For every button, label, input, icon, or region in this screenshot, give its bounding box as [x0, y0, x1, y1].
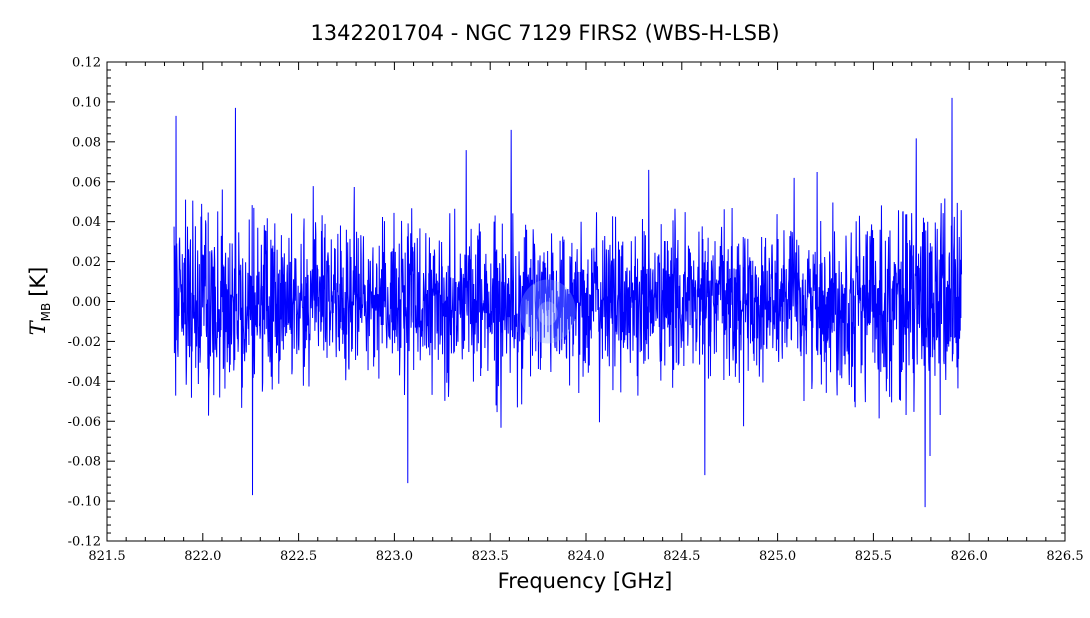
- x-tick-label: 823.0: [376, 549, 413, 564]
- y-tick-label: 0.02: [72, 255, 101, 270]
- spectrum-series: [173, 97, 963, 508]
- x-axis-label: Frequency [GHz]: [498, 569, 673, 593]
- x-tick-label: 825.0: [759, 549, 796, 564]
- x-tick-label: 823.5: [472, 549, 509, 564]
- plot-area: 821.5 822.0 822.5 823.0 823.5 824.0 824.5 825.0…: [68, 56, 1084, 565]
- y-axis-label-main: T: [26, 319, 50, 335]
- y-tick-label: 0.12: [72, 56, 101, 71]
- x-tick-label: 822.0: [184, 549, 221, 564]
- spectrum-line: [173, 97, 963, 508]
- x-tick-label: 824.5: [663, 549, 700, 564]
- y-tick-label: -0.08: [68, 455, 101, 470]
- herschel-watermark-icon: [519, 279, 576, 344]
- x-tick-label: 821.5: [88, 549, 125, 564]
- y-axis-label: TMB [K]: [26, 267, 53, 336]
- y-tick-label: 0.04: [72, 215, 101, 230]
- y-axis-label-unit: [K]: [26, 267, 50, 297]
- y-tick-label: -0.12: [68, 535, 101, 550]
- x-tick-label: 826.0: [951, 549, 988, 564]
- y-tick-label: 0.08: [72, 135, 101, 150]
- x-tick-label: 825.5: [855, 549, 892, 564]
- x-tick-label: 826.5: [1046, 549, 1083, 564]
- y-tick-label: 0.00: [72, 295, 101, 310]
- x-tick-label: 822.5: [280, 549, 317, 564]
- x-axis-ticks: 821.5 822.0 822.5 823.0 823.5 824.0 824.5 825.0…: [88, 62, 1084, 564]
- y-tick-label: -0.06: [68, 415, 101, 430]
- watermark-blob: [519, 279, 576, 344]
- y-tick-label: -0.04: [68, 375, 101, 390]
- chart-title: 1342201704 - NGC 7129 FIRS2 (WBS-H-LSB): [310, 21, 779, 45]
- svg-text:TMB[K]: TMB [K]: [26, 267, 53, 336]
- x-tick-label: 824.0: [567, 549, 604, 564]
- y-axis-label-subscript: MB: [39, 303, 53, 322]
- y-axis-ticks: -0.12 -0.10 -0.08 -0.06 -0.04 -0.02 0.00 0.02 0.…: [68, 56, 1065, 550]
- y-tick-label: 0.10: [72, 95, 101, 110]
- y-tick-label: -0.02: [68, 335, 101, 350]
- y-tick-label: 0.06: [72, 175, 101, 190]
- watermark-core: [537, 301, 558, 326]
- y-tick-label: -0.10: [68, 495, 101, 510]
